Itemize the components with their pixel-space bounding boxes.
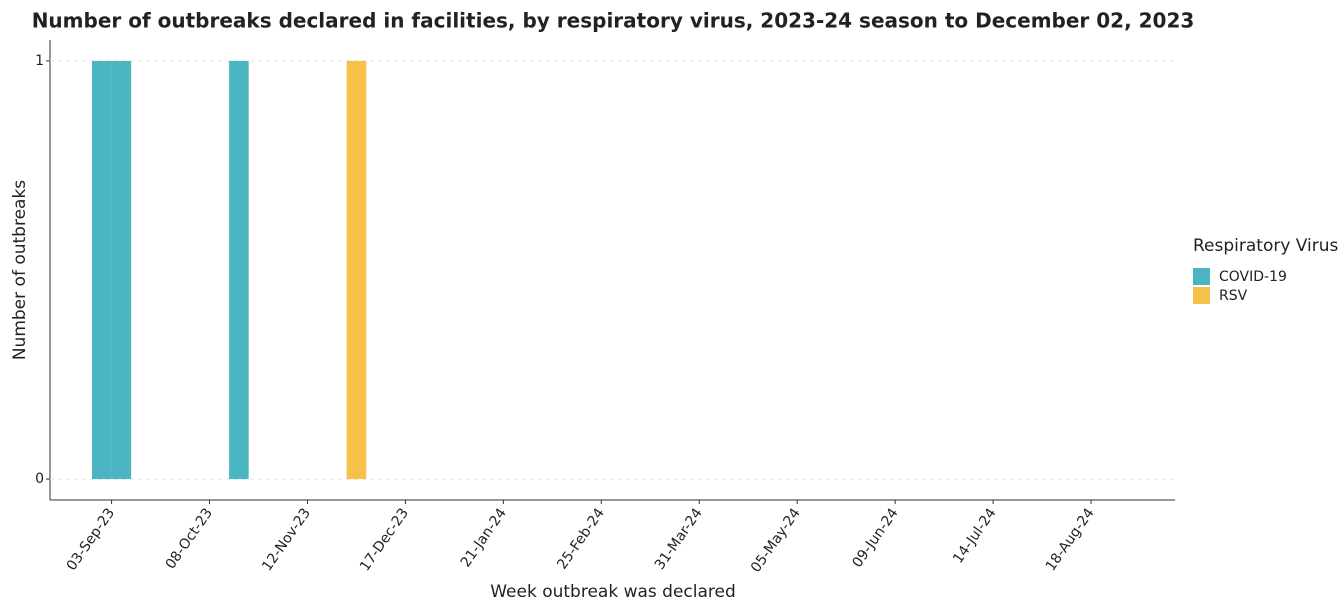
chart-title: Number of outbreaks declared in faciliti… [32, 9, 1195, 33]
x-tick-label: 03-Sep-23 [64, 505, 118, 573]
bar [91, 60, 112, 480]
x-tick-label: 25-Feb-24 [554, 505, 608, 572]
x-tick-label: 14-Jul-24 [950, 505, 1000, 566]
x-tick-label: 08-Oct-23 [163, 505, 216, 572]
legend-label: COVID-19 [1219, 269, 1287, 285]
x-axis-label: Week outbreak was declared [490, 582, 736, 600]
legend-label: RSV [1219, 288, 1248, 304]
legend-swatch [1193, 268, 1210, 285]
y-tick-label: 0 [35, 471, 44, 487]
y-axis-label: Number of outbreaks [10, 180, 30, 360]
bar [346, 60, 367, 480]
x-tick-label: 31-Mar-24 [652, 505, 706, 573]
x-tick-label: 05-May-24 [748, 505, 804, 575]
x-tick-label: 21-Jan-24 [458, 505, 510, 570]
x-tick-label: 18-Aug-24 [1043, 505, 1098, 574]
bar [229, 60, 249, 480]
legend-title: Respiratory Virus [1193, 236, 1339, 256]
legend-swatch [1193, 287, 1210, 304]
x-tick-label: 12-Nov-23 [259, 505, 314, 574]
x-tick-label: 09-Jun-24 [849, 505, 901, 570]
x-tick-label: 17-Dec-23 [357, 505, 412, 574]
y-tick-label: 1 [35, 53, 44, 69]
bar [111, 60, 132, 480]
